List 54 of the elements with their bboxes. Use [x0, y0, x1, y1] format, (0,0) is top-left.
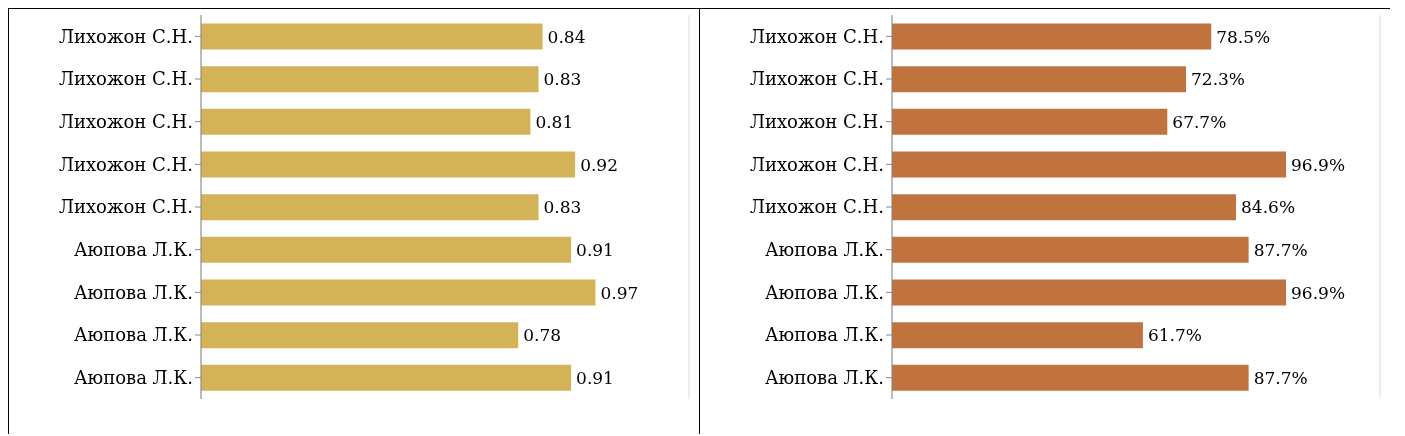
- y-tick-label: Аюпова Л.К.: [764, 324, 884, 346]
- data-label: 0.81: [535, 111, 574, 132]
- bar: [892, 108, 1168, 135]
- y-tick-label: Аюпова Л.К.: [73, 281, 193, 303]
- bar: [201, 66, 539, 93]
- data-label: 72.3%: [1191, 69, 1246, 90]
- bar: [201, 108, 531, 135]
- bar: [892, 364, 1249, 391]
- bar: [201, 194, 539, 221]
- data-label: 87.7%: [1253, 239, 1308, 260]
- bar: [892, 66, 1187, 93]
- data-label: 0.92: [580, 154, 618, 175]
- y-tick-label: Аюпова Л.К.: [764, 367, 884, 389]
- data-label: 87.7%: [1253, 367, 1308, 388]
- y-tick-label: Аюпова Л.К.: [73, 324, 193, 346]
- bar: [201, 279, 596, 306]
- bar: [201, 364, 572, 391]
- y-tick-label: Лихожон С.Н.: [58, 25, 193, 47]
- y-tick-label: Аюпова Л.К.: [764, 281, 884, 303]
- bar: [892, 151, 1287, 178]
- data-label: 84.6%: [1241, 197, 1296, 218]
- data-label: 61.7%: [1147, 325, 1202, 346]
- data-label: 0.83: [543, 197, 582, 218]
- data-label: 78.5%: [1216, 26, 1271, 47]
- data-label: 0.84: [547, 26, 586, 47]
- y-tick-label: Лихожон С.Н.: [749, 68, 884, 90]
- data-label: 0.83: [543, 69, 582, 90]
- bar: [201, 23, 543, 50]
- bar: [201, 151, 576, 178]
- data-label: 0.78: [523, 325, 562, 346]
- y-tick-label: Лихожон С.Н.: [58, 111, 193, 133]
- bar: [892, 322, 1143, 349]
- y-tick-label: Аюпова Л.К.: [764, 239, 884, 261]
- y-tick-label: Лихожон С.Н.: [749, 111, 884, 133]
- y-tick-label: Лихожон С.Н.: [749, 196, 884, 218]
- data-label: 0.91: [576, 367, 614, 388]
- data-label: 67.7%: [1172, 111, 1227, 132]
- bar: [892, 23, 1212, 50]
- y-tick-label: Аюпова Л.К.: [73, 367, 193, 389]
- y-tick-label: Аюпова Л.К.: [73, 239, 193, 261]
- y-tick-label: Лихожон С.Н.: [749, 153, 884, 175]
- bar: [892, 279, 1287, 306]
- y-tick-label: Лихожон С.Н.: [58, 68, 193, 90]
- data-label: 0.97: [600, 282, 639, 303]
- bar: [201, 322, 519, 349]
- data-label: 96.9%: [1291, 154, 1346, 175]
- y-tick-label: Лихожон С.Н.: [749, 25, 884, 47]
- bar: [201, 236, 572, 263]
- data-label: 96.9%: [1291, 282, 1346, 303]
- bar: [892, 194, 1237, 221]
- bar: [892, 236, 1249, 263]
- data-label: 0.91: [576, 239, 614, 260]
- y-tick-label: Лихожон С.Н.: [58, 153, 193, 175]
- y-tick-label: Лихожон С.Н.: [58, 196, 193, 218]
